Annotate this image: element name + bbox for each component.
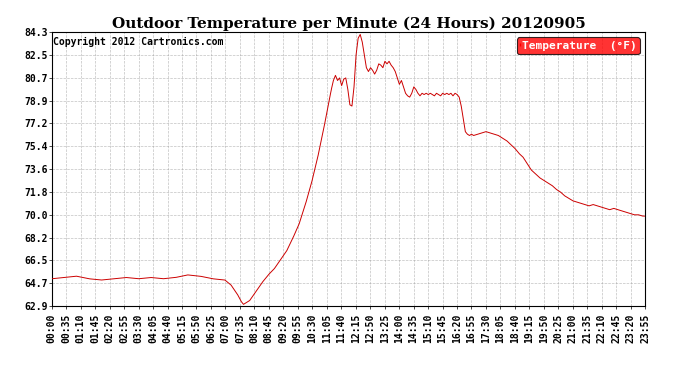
Text: Copyright 2012 Cartronics.com: Copyright 2012 Cartronics.com	[53, 38, 224, 47]
Legend: Temperature  (°F): Temperature (°F)	[517, 38, 640, 54]
Title: Outdoor Temperature per Minute (24 Hours) 20120905: Outdoor Temperature per Minute (24 Hours…	[112, 16, 585, 31]
